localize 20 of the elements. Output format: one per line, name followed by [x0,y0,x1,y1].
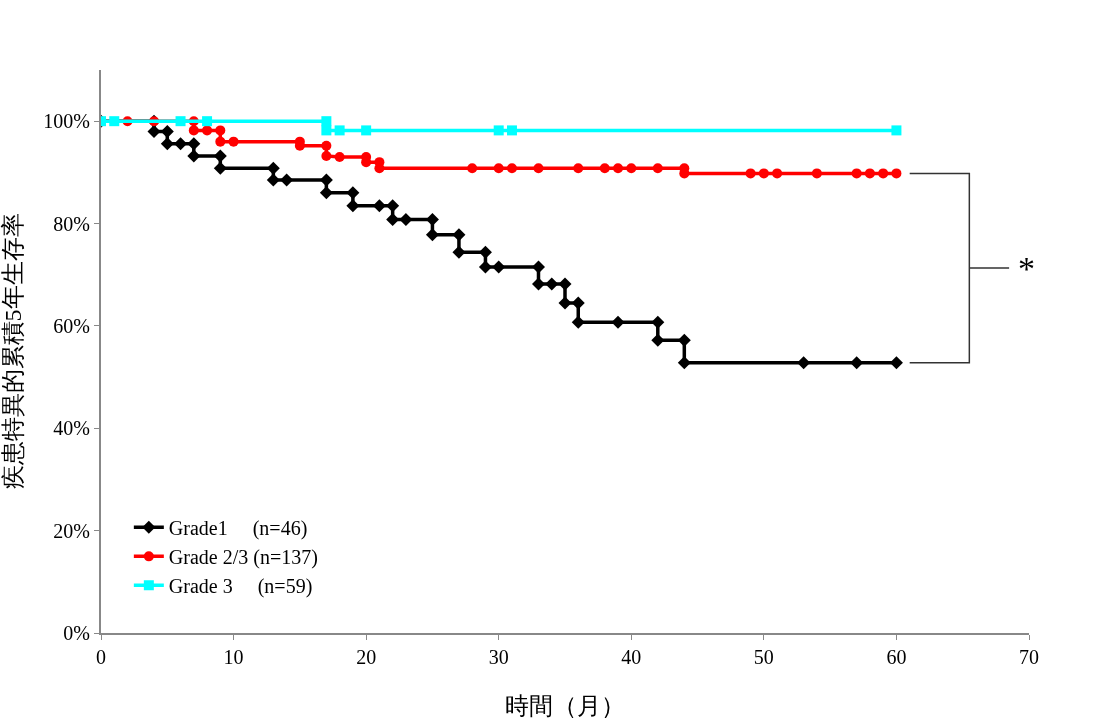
y-tick-label: 60% [53,314,90,337]
x-axis-title: 時間（月） [505,692,625,719]
x-tick-label: 30 [488,646,509,668]
x-tick-label: 60 [886,646,907,668]
legend-label: Grade 3 (n=59) [168,575,313,599]
x-tick-label: 50 [753,646,774,668]
annotation: * [1018,250,1035,287]
legend-label: Grade1 (n=46) [168,517,308,541]
x-tick-label: 70 [1019,646,1039,668]
x-tick-label: 10 [223,646,244,668]
y-tick-label: 100% [43,110,90,133]
y-tick-label: 20% [53,519,90,542]
x-tick-label: 0 [96,646,106,668]
y-tick-label: 40% [53,417,90,440]
x-tick-label: 40 [621,646,642,668]
y-tick-label: 80% [53,212,90,235]
y-axis-title: 疾患特異的累積5年生存率 [0,213,26,490]
legend-label: Grade 2/3 (n=137) [168,546,318,570]
y-tick-label: 0% [63,622,90,644]
x-tick-label: 20 [356,646,377,668]
